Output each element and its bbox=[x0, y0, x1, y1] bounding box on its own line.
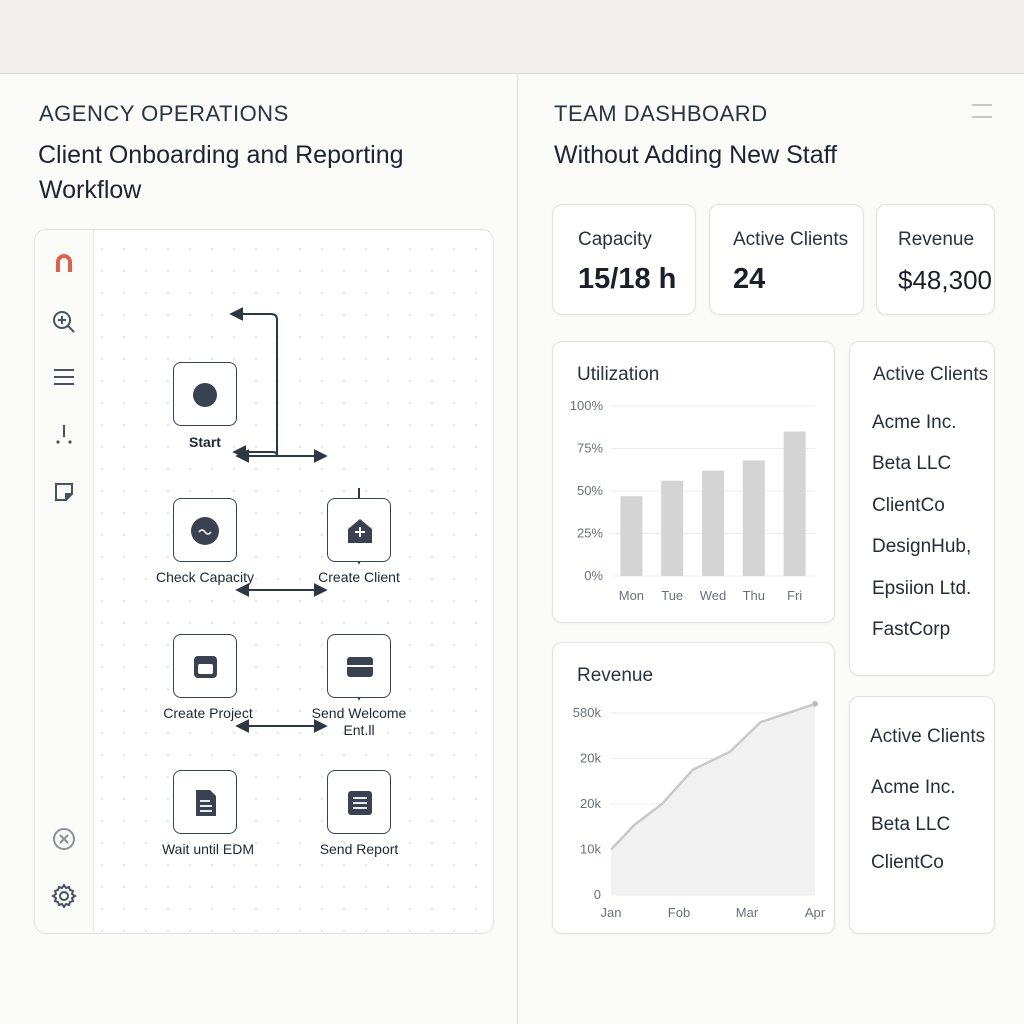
stat-card-capacity: Capacity 15/18 h bbox=[552, 204, 696, 315]
stat-card-active-clients: Active Clients 24 bbox=[709, 204, 864, 315]
list-item[interactable]: Acme Inc. bbox=[871, 777, 956, 798]
utilization-chart-card: Utilization 100% 75% 50% 25% 0% Mon Tue Wed Thu F… bbox=[552, 341, 835, 623]
y-tick-label: 0% bbox=[584, 568, 603, 583]
node-create-project[interactable] bbox=[173, 634, 237, 698]
close-circle-icon[interactable] bbox=[50, 825, 78, 853]
dashboard-title: Without Adding New Staff bbox=[554, 141, 838, 169]
section-eyebrow: AGENCY OPERATIONS bbox=[39, 101, 289, 126]
node-check-capacity[interactable] bbox=[173, 498, 237, 562]
node-wait-until-edm[interactable] bbox=[173, 770, 237, 834]
node-send-welcome-label: Send Welcome bbox=[311, 705, 407, 721]
node-send-report[interactable] bbox=[327, 770, 391, 834]
gear-icon[interactable] bbox=[50, 882, 78, 910]
bar bbox=[620, 496, 643, 576]
node-send-welcome[interactable] bbox=[327, 634, 391, 698]
list-title: Active Clients bbox=[873, 364, 989, 385]
top-bar bbox=[0, 0, 1024, 74]
area-fill bbox=[611, 703, 815, 895]
dashboard-eyebrow: TEAM DASHBOARD bbox=[554, 101, 768, 126]
x-tick-label: Fob bbox=[668, 905, 690, 920]
bar bbox=[783, 431, 806, 576]
list-item[interactable]: ClientCo bbox=[871, 852, 944, 873]
x-tick-label: Fri bbox=[787, 588, 802, 603]
list-item[interactable]: Beta LLC bbox=[871, 814, 951, 835]
x-tick-label: Mon bbox=[619, 588, 644, 603]
x-tick-label: Mar bbox=[736, 905, 759, 920]
page-title-line1: Client Onboarding and Reporting bbox=[38, 141, 404, 169]
gauge-icon bbox=[191, 517, 219, 545]
page-title-line2: Workflow bbox=[39, 176, 142, 204]
stat-value: 24 bbox=[733, 263, 766, 295]
card-icon bbox=[347, 657, 373, 677]
x-tick-label: Wed bbox=[700, 588, 727, 603]
stat-label: Active Clients bbox=[733, 229, 849, 250]
workflow-canvas[interactable]: Start Check Capacity Create Client Creat… bbox=[34, 229, 494, 934]
y-tick-label: 10k bbox=[580, 842, 601, 857]
data-point bbox=[812, 700, 818, 707]
utilization-chart: 100% 75% 50% 25% 0% Mon Tue Wed Thu Fri bbox=[570, 398, 815, 603]
editor-toolbar bbox=[35, 230, 94, 933]
y-tick-label: 0 bbox=[594, 887, 601, 902]
x-tick-label: Apr bbox=[805, 905, 826, 920]
y-tick-label: 580k bbox=[573, 705, 602, 720]
bar bbox=[661, 480, 684, 576]
list-item[interactable]: Beta LLC bbox=[872, 453, 952, 474]
stat-label: Revenue bbox=[898, 229, 975, 250]
series-line bbox=[610, 702, 816, 851]
zoom-in-icon[interactable] bbox=[50, 308, 78, 336]
list-item[interactable]: DesignHub, bbox=[872, 536, 972, 557]
y-tick-label: 20k bbox=[580, 796, 601, 811]
y-tick-label: 25% bbox=[577, 526, 603, 541]
logo-icon[interactable] bbox=[50, 250, 78, 278]
node-start-label: Start bbox=[189, 434, 221, 450]
active-clients-card: Active Clients Acme Inc. Beta LLC Client… bbox=[849, 341, 995, 676]
y-tick-label: 50% bbox=[577, 483, 603, 498]
sticky-note-icon[interactable] bbox=[50, 478, 78, 506]
node-create-project-label: Create Project bbox=[163, 705, 253, 721]
document-icon bbox=[196, 790, 216, 816]
add-home-icon bbox=[348, 519, 372, 543]
dashboard-panel: TEAM DASHBOARD Without Adding New Staff … bbox=[518, 74, 1024, 1024]
list-item[interactable]: ClientCo bbox=[872, 495, 945, 516]
pin-icon[interactable] bbox=[50, 420, 78, 448]
revenue-chart-card: Revenue 580k 20k 20k 10k 0 Jan Fob Mar Apr bbox=[552, 642, 835, 934]
x-tick-label: Tue bbox=[661, 588, 683, 603]
y-tick-label: 20k bbox=[580, 751, 601, 766]
workflow-panel: AGENCY OPERATIONS Client Onboarding and … bbox=[0, 74, 518, 1024]
node-create-client[interactable] bbox=[327, 498, 391, 562]
node-start[interactable] bbox=[173, 362, 237, 426]
y-tick-label: 75% bbox=[577, 441, 603, 456]
bar bbox=[742, 460, 765, 576]
folder-icon bbox=[194, 656, 217, 678]
stat-card-revenue: Revenue $48,300 bbox=[876, 204, 995, 315]
menu-icon[interactable] bbox=[50, 363, 78, 391]
x-tick-label: Thu bbox=[743, 588, 765, 603]
report-icon bbox=[348, 791, 372, 815]
chart-title: Revenue bbox=[577, 665, 654, 686]
node-create-client-label: Create Client bbox=[318, 569, 400, 585]
list-title: Active Clients bbox=[870, 726, 986, 747]
node-wait-until-edm-label: Wait until EDM bbox=[161, 841, 255, 857]
list-item[interactable]: Acme Inc. bbox=[872, 412, 957, 433]
menu-icon[interactable] bbox=[972, 104, 992, 118]
y-tick-label: 100% bbox=[570, 398, 604, 413]
active-clients-card-2: Active Clients Acme Inc. Beta LLC Client… bbox=[849, 696, 995, 934]
node-send-welcome-label-2: Ent.ll bbox=[343, 722, 375, 738]
list-item[interactable]: Epsiion Ltd. bbox=[872, 578, 972, 599]
stat-value: 15/18 h bbox=[578, 263, 677, 295]
stat-value: $48,300 bbox=[898, 265, 992, 295]
stat-label: Capacity bbox=[578, 229, 652, 250]
x-tick-label: Jan bbox=[601, 905, 622, 920]
list-item[interactable]: FastCorp bbox=[872, 619, 951, 640]
node-send-report-label: Send Report bbox=[319, 841, 399, 857]
circle-icon bbox=[193, 383, 217, 407]
node-check-capacity-label: Check Capacity bbox=[155, 569, 255, 585]
bar bbox=[702, 470, 724, 576]
chart-title: Utilization bbox=[577, 364, 660, 385]
